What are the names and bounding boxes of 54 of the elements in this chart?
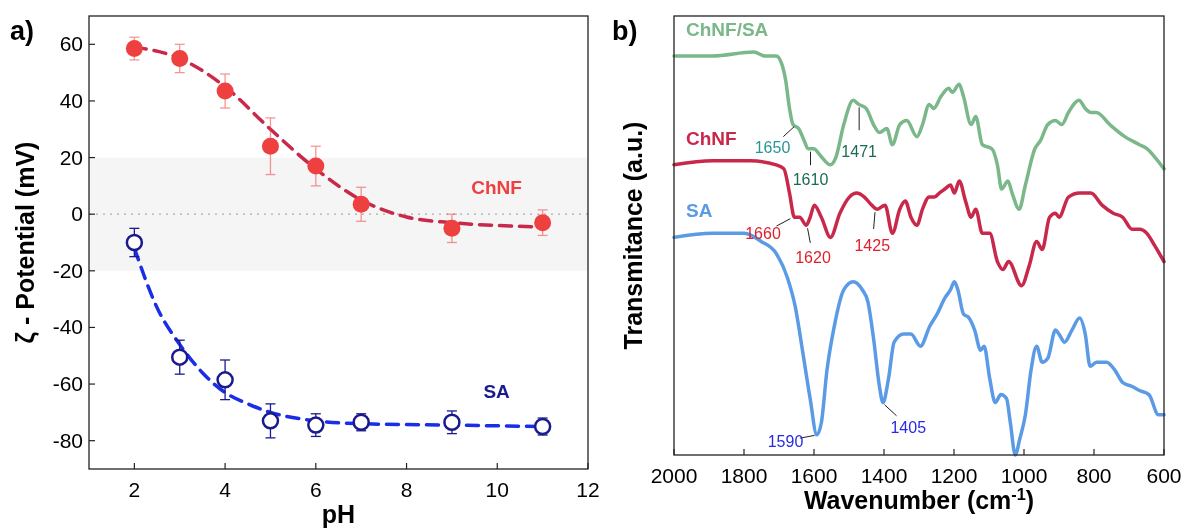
point (352, 195, 370, 213)
point (261, 412, 280, 430)
y-tick-label: 40 (59, 88, 83, 112)
x-tick-label: 800 (1076, 464, 1112, 487)
y-tick-label: -20 (52, 258, 83, 282)
point (171, 49, 189, 67)
x-tick-label: 2000 (650, 464, 698, 487)
x-tick-label: 1200 (930, 464, 978, 487)
annotation: 1471 (841, 143, 878, 161)
y-tick-label: 60 (59, 32, 83, 56)
y-axis-title: ζ - Potential (mV) (11, 141, 39, 344)
point (125, 40, 143, 58)
series-label: ChNF (471, 176, 522, 198)
x-tick-label: 4 (219, 478, 232, 501)
point (170, 348, 189, 366)
y-tick-label: 20 (59, 145, 83, 169)
series-label: SA (483, 380, 511, 402)
x-tick-label: 2 (128, 478, 141, 501)
point (443, 219, 461, 237)
x-tick-label: 1000 (1000, 464, 1048, 487)
annotation: 1610 (792, 170, 829, 188)
chart-title: a) (10, 16, 35, 46)
chart-title: b) (612, 16, 638, 46)
point (216, 82, 234, 100)
annotation: 1425 (854, 237, 891, 255)
y-tick-label: 0 (71, 202, 83, 226)
x-tick-label: 10 (485, 478, 509, 501)
x-tick-label: 1600 (790, 464, 838, 487)
series-label: ChNF/SA (686, 19, 769, 41)
x-axis-title: pH (321, 500, 356, 528)
annotation: 1620 (795, 249, 831, 267)
y-tick-label: -40 (52, 315, 83, 339)
x-tick-label: 1400 (860, 464, 908, 487)
x-tick-label: 8 (400, 478, 413, 501)
series-label: ChNF (686, 127, 737, 149)
y-tick-label: -80 (52, 428, 83, 452)
point (216, 371, 234, 389)
y-tick-label: -60 (52, 372, 83, 396)
x-tick-label: 6 (309, 478, 322, 501)
point (261, 137, 279, 155)
annotation: 1590 (767, 432, 804, 450)
x-axis-title: Wavenumber (cm$^{-1}$) (803, 485, 1035, 514)
series-label: SA (686, 200, 713, 222)
x-tick-label: 600 (1146, 464, 1182, 487)
x-tick-label: 1800 (720, 464, 768, 487)
point (307, 416, 325, 434)
x-tick-label: 12 (576, 478, 600, 501)
point (534, 214, 552, 232)
point (125, 233, 144, 252)
annotation: 1405 (890, 418, 927, 436)
annotation: 1650 (754, 138, 791, 156)
annotation: 1660 (745, 225, 781, 243)
y-axis-title: Transmitance (a.u.) (619, 121, 647, 350)
point (307, 157, 325, 175)
